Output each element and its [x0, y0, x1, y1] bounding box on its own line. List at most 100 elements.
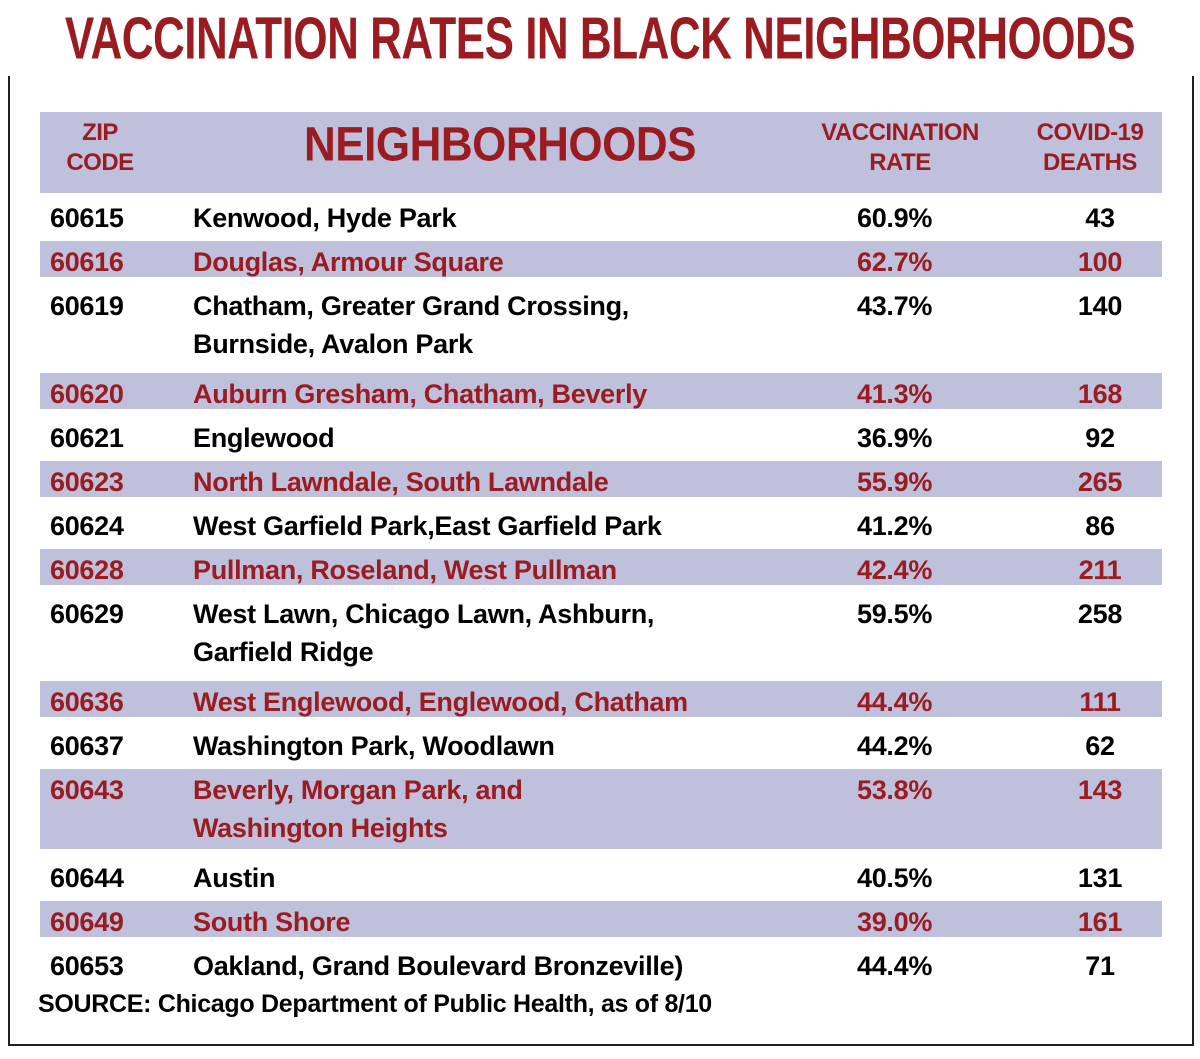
neighborhoods: Englewood	[193, 419, 753, 457]
vaccination-rate: 36.9%	[857, 423, 933, 453]
vaccination-rate: 39.0%	[857, 907, 933, 937]
row-band	[40, 681, 1162, 717]
neighborhoods: Oakland, Grand Boulevard Bronzeville)	[193, 947, 753, 985]
vaccination-rate: 44.4%	[857, 687, 933, 717]
row-band	[40, 373, 1162, 409]
table-row: 60615 Kenwood, Hyde Park 60.9% 43	[40, 193, 1162, 237]
header-zip-line2: CODE	[66, 149, 134, 176]
neighborhoods: West Garfield Park,East Garfield Park	[193, 507, 753, 545]
neighborhoods: Austin	[193, 859, 753, 897]
neighborhoods: West Englewood, Englewood, Chatham	[193, 683, 753, 721]
border-tick	[8, 76, 16, 96]
header-neighborhoods-text: NEIGHBORHOODS	[304, 117, 696, 172]
row-band	[40, 549, 1162, 585]
covid-deaths: 71	[1085, 951, 1115, 981]
neighborhood-line: Austin	[193, 863, 276, 893]
neighborhood-line: South Shore	[193, 907, 351, 937]
vaccination-table: ZIP CODE NEIGHBORHOODS VACCINATION RATE CO…	[40, 112, 1162, 985]
covid-deaths: 168	[1077, 379, 1123, 409]
zip-code: 60619	[50, 291, 124, 321]
header-neighborhoods: NEIGHBORHOODS	[240, 117, 760, 172]
neighborhood-line: North Lawndale, South Lawndale	[193, 467, 609, 497]
covid-deaths: 140	[1077, 291, 1123, 321]
header-rate-line2: RATE	[869, 149, 931, 176]
title-text: VACCINATION RATES IN BLACK NEIGHBORHOODS	[64, 6, 1136, 73]
table-header: ZIP CODE NEIGHBORHOODS VACCINATION RATE CO…	[40, 112, 1162, 193]
covid-deaths: 265	[1077, 467, 1123, 497]
zip-code: 60624	[50, 511, 124, 541]
header-deaths-line1: COVID-19	[1036, 119, 1144, 146]
zip-code: 60620	[50, 379, 124, 409]
row-band	[40, 241, 1162, 277]
table-body: 60615 Kenwood, Hyde Park 60.9% 43 60616 Dougl…	[40, 193, 1162, 985]
table-row: 60629 West Lawn, Chicago Lawn, Ashburn, Ga…	[40, 589, 1162, 677]
vaccination-rate: 43.7%	[857, 291, 933, 321]
header-zip: ZIP CODE	[50, 118, 150, 178]
neighborhood-line: Beverly, Morgan Park, and	[193, 775, 523, 805]
neighborhoods: Kenwood, Hyde Park	[193, 199, 753, 237]
vaccination-rate: 44.4%	[857, 951, 933, 981]
table-row: 60643 Beverly, Morgan Park, and Washington…	[40, 765, 1162, 853]
covid-deaths: 100	[1077, 247, 1123, 277]
zip-code: 60636	[50, 687, 124, 717]
neighborhoods: Pullman, Roseland, West Pullman	[193, 551, 753, 589]
table-row: 60649 South Shore 39.0% 161	[40, 897, 1162, 941]
table-row: 60637 Washington Park, Woodlawn 44.2% 62	[40, 721, 1162, 765]
source-note: SOURCE: Chicago Department of Public Hea…	[38, 990, 712, 1018]
zip-code: 60637	[50, 731, 124, 761]
zip-code: 60616	[50, 247, 124, 277]
table-row: 60628 Pullman, Roseland, West Pullman 42.4…	[40, 545, 1162, 589]
table-row: 60644 Austin 40.5% 131	[40, 853, 1162, 897]
vaccination-rate: 44.2%	[857, 731, 933, 761]
neighborhood-line: Washington Heights	[193, 813, 448, 843]
vaccination-rate: 40.5%	[857, 863, 933, 893]
covid-deaths: 62	[1085, 731, 1115, 761]
header-rate-line1: VACCINATION	[821, 119, 979, 146]
table-row: 60624 West Garfield Park,East Garfield Pa…	[40, 501, 1162, 545]
vaccination-rate: 41.3%	[857, 379, 933, 409]
neighborhood-line: Burnside, Avalon Park	[193, 329, 473, 359]
neighborhood-line: Oakland, Grand Boulevard Bronzeville)	[193, 951, 684, 981]
neighborhood-line: Pullman, Roseland, West Pullman	[193, 555, 617, 585]
row-band	[40, 901, 1162, 937]
covid-deaths: 258	[1077, 599, 1123, 629]
zip-code: 60615	[50, 203, 124, 233]
vaccination-rate: 62.7%	[857, 247, 933, 277]
vaccination-rate: 53.8%	[857, 775, 933, 805]
zip-code: 60644	[50, 863, 124, 893]
neighborhood-line: West Garfield Park,East Garfield Park	[193, 511, 662, 541]
neighborhood-line: West Lawn, Chicago Lawn, Ashburn,	[193, 599, 655, 629]
zip-code: 60649	[50, 907, 124, 937]
zip-code: 60623	[50, 467, 124, 497]
vaccination-rate: 59.5%	[857, 599, 933, 629]
neighborhood-line: Auburn Gresham, Chatham, Beverly	[193, 379, 648, 409]
table-row: 60619 Chatham, Greater Grand Crossing, Bur…	[40, 281, 1162, 369]
row-band	[40, 461, 1162, 497]
zip-code: 60621	[50, 423, 124, 453]
neighborhoods: West Lawn, Chicago Lawn, Ashburn, Garfiel…	[193, 595, 753, 671]
covid-deaths: 43	[1085, 203, 1115, 233]
vaccination-rate: 41.2%	[857, 511, 933, 541]
covid-deaths: 111	[1079, 687, 1121, 717]
header-rate: VACCINATION RATE	[805, 118, 995, 178]
zip-code: 60653	[50, 951, 124, 981]
covid-deaths: 161	[1077, 907, 1123, 937]
header-zip-line1: ZIP	[82, 119, 118, 146]
covid-deaths: 131	[1077, 863, 1123, 893]
neighborhoods: Douglas, Armour Square	[193, 243, 753, 281]
table-row: 60623 North Lawndale, South Lawndale 55.9%…	[40, 457, 1162, 501]
covid-deaths: 86	[1085, 511, 1115, 541]
vaccination-rate: 60.9%	[857, 203, 933, 233]
neighborhood-line: West Englewood, Englewood, Chatham	[193, 687, 688, 717]
covid-deaths: 143	[1077, 775, 1123, 805]
neighborhood-line: Douglas, Armour Square	[193, 247, 504, 277]
table-row: 60621 Englewood 36.9% 92	[40, 413, 1162, 457]
neighborhoods: Auburn Gresham, Chatham, Beverly	[193, 375, 753, 413]
zip-code: 60643	[50, 775, 124, 805]
neighborhood-line: Garfield Ridge	[193, 637, 374, 667]
neighborhoods: North Lawndale, South Lawndale	[193, 463, 753, 501]
covid-deaths: 211	[1078, 555, 1122, 585]
neighborhoods: Washington Park, Woodlawn	[193, 727, 753, 765]
neighborhoods: Beverly, Morgan Park, and Washington Heig…	[193, 771, 753, 847]
neighborhood-line: Washington Park, Woodlawn	[193, 731, 555, 761]
